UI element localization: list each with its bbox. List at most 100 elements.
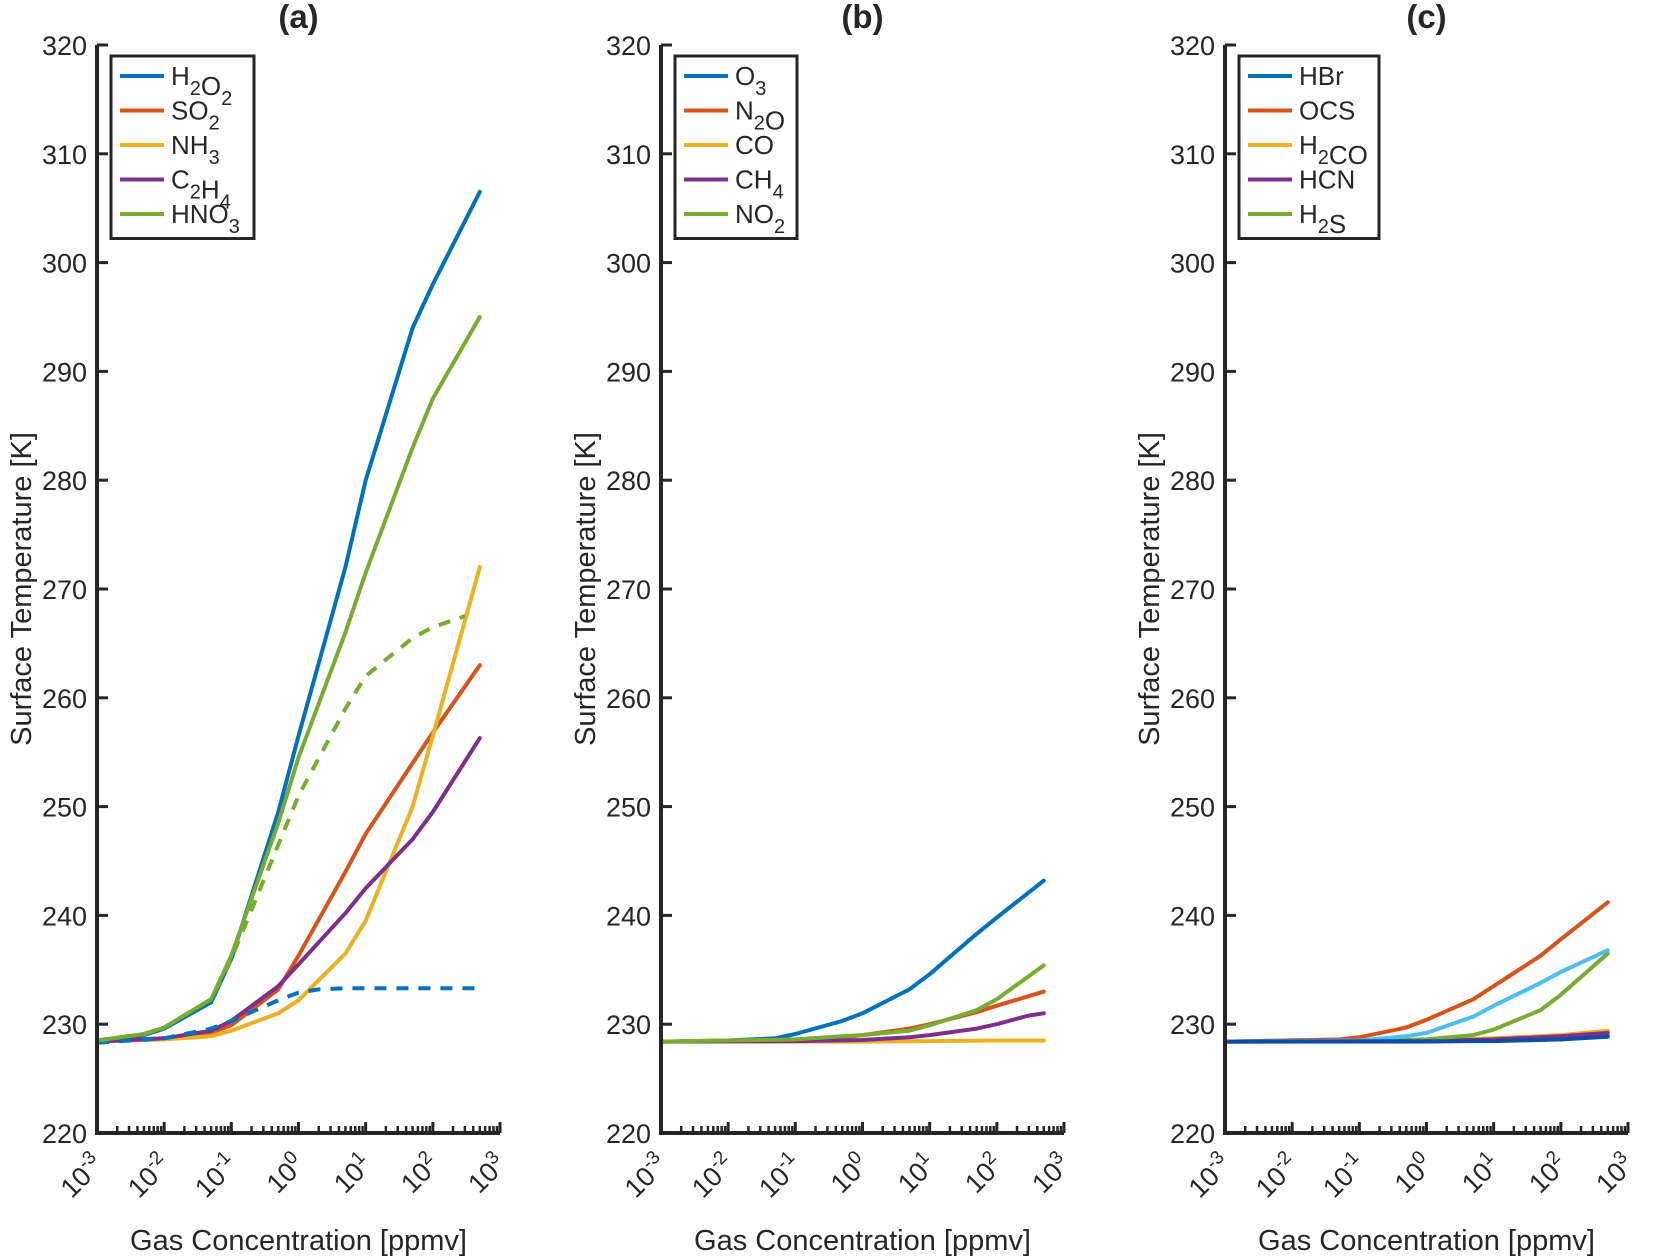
y-tick-label: 300 — [606, 249, 651, 279]
x-tick-label: 10-2 — [684, 1147, 741, 1204]
y-tick-label: 290 — [606, 357, 651, 387]
y-tick-label: 220 — [42, 1119, 87, 1149]
x-tick-label: 10-2 — [1248, 1147, 1305, 1204]
series-line-h2o2-dashed — [96, 986, 480, 1045]
legend-entry-h2o2: H2O2 — [171, 61, 232, 110]
x-tick-label: 10-1 — [187, 1147, 244, 1204]
x-tick-label: 10-2 — [120, 1147, 177, 1204]
legend-entry-hcn: HCN — [1299, 165, 1355, 195]
series-line-o3 — [659, 878, 1046, 1044]
series-line-h2o2 — [95, 189, 482, 1044]
panel-c: 22023024025026027028029030031032010-310-… — [1134, 0, 1640, 1257]
y-tick-label: 280 — [1170, 466, 1215, 496]
legend-entry-o3: O3 — [735, 61, 766, 100]
y-tick-label: 290 — [1170, 357, 1215, 387]
series-line-nh3 — [95, 565, 482, 1044]
legend-entry-so2: SO2 — [171, 96, 220, 135]
y-tick-label: 300 — [1170, 249, 1215, 279]
y-tick-label: 230 — [42, 1010, 87, 1040]
series-line-no2 — [659, 963, 1046, 1044]
panel-a: 22023024025026027028029030031032010-310-… — [6, 0, 512, 1257]
y-tick-label: 320 — [1170, 31, 1215, 61]
x-tick-label: 102 — [1521, 1147, 1573, 1199]
series-line-so2 — [95, 663, 482, 1044]
y-tick-label: 250 — [606, 793, 651, 823]
x-axis-label: Gas Concentration [ppmv] — [694, 1225, 1031, 1257]
legend-entry-hbr: HBr — [1299, 61, 1344, 91]
x-tick-label: 101 — [326, 1147, 378, 1199]
y-tick-label: 280 — [606, 466, 651, 496]
y-tick-label: 320 — [606, 31, 651, 61]
legend-entry-co: CO — [735, 130, 774, 160]
y-tick-label: 260 — [42, 684, 87, 714]
y-tick-label: 270 — [1170, 575, 1215, 605]
y-tick-label: 310 — [42, 140, 87, 170]
y-tick-label: 260 — [606, 684, 651, 714]
y-axis-label: Surface Temperature [K] — [1134, 432, 1166, 746]
legend-entry-hno3: HNO3 — [171, 199, 240, 238]
panel-title: (c) — [1406, 0, 1446, 35]
y-tick-label: 310 — [606, 140, 651, 170]
legend-entry-ocs: OCS — [1299, 96, 1355, 126]
y-tick-label: 230 — [606, 1010, 651, 1040]
x-tick-label: 100 — [1387, 1147, 1439, 1199]
series-line-hno3-dashed — [96, 614, 466, 1043]
panel-title: (a) — [278, 0, 318, 35]
y-tick-label: 240 — [1170, 901, 1215, 931]
y-tick-label: 240 — [606, 901, 651, 931]
y-tick-label: 220 — [606, 1119, 651, 1149]
x-tick-label: 10-1 — [1315, 1147, 1372, 1204]
x-tick-label: 10-3 — [1181, 1147, 1238, 1204]
legend-entry-no2: NO2 — [735, 199, 785, 238]
x-tick-label: 103 — [460, 1147, 512, 1199]
legend-box — [109, 54, 256, 240]
series-line-ocs — [1223, 900, 1610, 1044]
y-tick-label: 270 — [42, 575, 87, 605]
x-tick-label: 100 — [823, 1147, 875, 1199]
legend-entry-nh3: NH3 — [171, 130, 220, 169]
series-line-h2s — [1223, 951, 1610, 1044]
x-tick-label: 10-3 — [53, 1147, 110, 1204]
y-tick-label: 260 — [1170, 684, 1215, 714]
legend-entry-n2o: N2O — [735, 96, 785, 136]
x-tick-label: 102 — [957, 1147, 1009, 1199]
y-axis-label: Surface Temperature [K] — [6, 432, 38, 746]
y-tick-label: 300 — [42, 249, 87, 279]
y-tick-label: 250 — [42, 793, 87, 823]
x-tick-label: 103 — [1588, 1147, 1640, 1199]
y-axis-label: Surface Temperature [K] — [570, 432, 602, 746]
y-tick-label: 240 — [42, 901, 87, 931]
series-line-unlabeled — [1223, 948, 1610, 1044]
x-tick-label: 10-3 — [617, 1147, 674, 1204]
y-tick-label: 280 — [42, 466, 87, 496]
y-tick-label: 320 — [42, 31, 87, 61]
series-line-unlabeled-dark — [1223, 1034, 1610, 1044]
x-tick-label: 102 — [393, 1147, 445, 1199]
series-line-hno3 — [95, 315, 482, 1043]
x-tick-label: 10-1 — [751, 1147, 808, 1204]
y-tick-label: 270 — [606, 575, 651, 605]
legend-entry-ch4: CH4 — [735, 165, 784, 204]
legend-entry-h2co: H2CO — [1299, 130, 1368, 170]
x-tick-label: 101 — [890, 1147, 942, 1199]
legend-entry-h2s: H2S — [1299, 199, 1346, 239]
legend-box — [1237, 54, 1381, 240]
y-tick-label: 310 — [1170, 140, 1215, 170]
x-tick-label: 101 — [1454, 1147, 1506, 1199]
legend-entry-c2h4: C2H4 — [171, 165, 231, 214]
y-tick-label: 230 — [1170, 1010, 1215, 1040]
series-line-ch4 — [659, 1011, 1046, 1044]
legend-box — [673, 54, 799, 240]
x-tick-label: 103 — [1024, 1147, 1076, 1199]
x-axis-label: Gas Concentration [ppmv] — [1258, 1225, 1595, 1257]
panel-title: (b) — [841, 0, 883, 35]
x-tick-label: 100 — [259, 1147, 311, 1199]
y-tick-label: 290 — [42, 357, 87, 387]
x-axis-label: Gas Concentration [ppmv] — [130, 1225, 467, 1257]
panel-b: 22023024025026027028029030031032010-310-… — [570, 0, 1076, 1257]
y-tick-label: 220 — [1170, 1119, 1215, 1149]
